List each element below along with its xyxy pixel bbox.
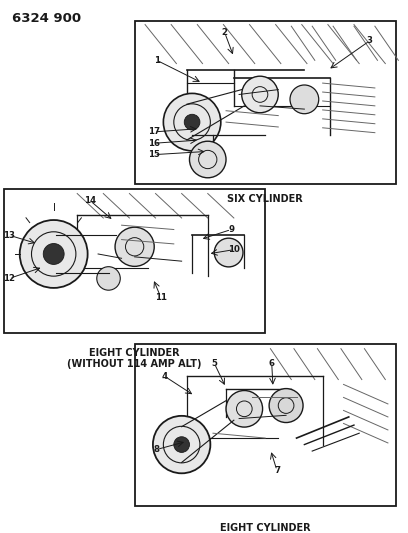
Ellipse shape: [226, 391, 263, 427]
Text: EIGHT CYLINDER
(WITH 114 AMP ALT): EIGHT CYLINDER (WITH 114 AMP ALT): [209, 522, 321, 533]
Ellipse shape: [153, 416, 211, 473]
Bar: [135, 21, 396, 184]
Ellipse shape: [214, 238, 243, 267]
Ellipse shape: [163, 93, 221, 151]
Ellipse shape: [115, 227, 154, 266]
Bar: [4, 189, 265, 333]
Text: 17: 17: [148, 127, 160, 136]
Ellipse shape: [97, 266, 120, 290]
Ellipse shape: [290, 85, 319, 114]
Ellipse shape: [174, 437, 189, 453]
Text: 2: 2: [222, 28, 228, 37]
Text: 11: 11: [155, 293, 167, 302]
Text: 6: 6: [269, 359, 275, 368]
Text: SIX CYLINDER: SIX CYLINDER: [227, 193, 303, 204]
Text: 9: 9: [228, 225, 234, 234]
Text: 7: 7: [274, 466, 280, 475]
Text: 13: 13: [3, 231, 16, 240]
Text: 16: 16: [148, 139, 160, 148]
Text: 1: 1: [154, 56, 160, 65]
Text: 3: 3: [367, 36, 373, 45]
Text: 12: 12: [3, 274, 16, 283]
Ellipse shape: [20, 220, 88, 288]
Bar: [135, 344, 396, 506]
Ellipse shape: [269, 389, 303, 423]
Text: EIGHT CYLINDER
(WITHOUT 114 AMP ALT): EIGHT CYLINDER (WITHOUT 114 AMP ALT): [67, 348, 202, 369]
Text: 15: 15: [148, 150, 160, 159]
Text: 6324 900: 6324 900: [12, 12, 81, 25]
Ellipse shape: [43, 244, 64, 264]
Ellipse shape: [189, 141, 226, 178]
Text: 4: 4: [162, 372, 168, 381]
Ellipse shape: [242, 76, 278, 113]
Text: 14: 14: [84, 196, 96, 205]
Text: 8: 8: [154, 445, 160, 454]
Text: 5: 5: [211, 359, 217, 368]
Text: 10: 10: [228, 245, 240, 254]
Ellipse shape: [184, 114, 200, 130]
